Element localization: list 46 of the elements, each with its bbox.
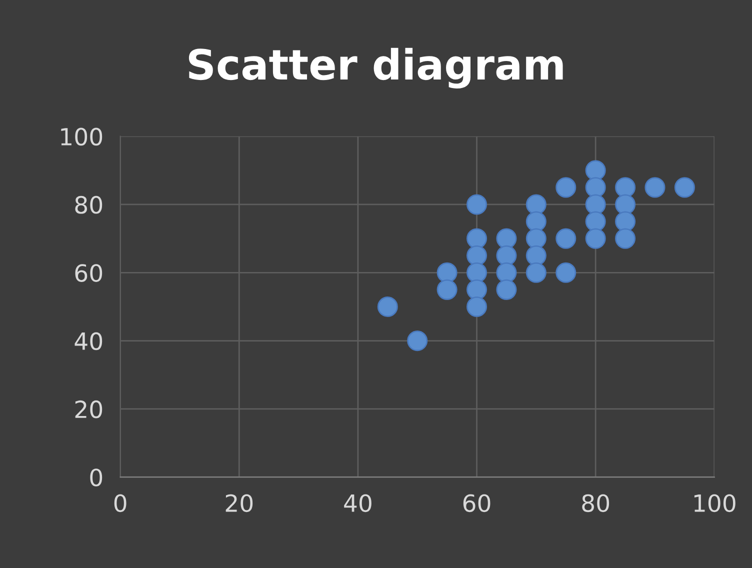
x-tick-label: 20: [226, 494, 253, 512]
y-tick-label: 40: [74, 332, 102, 350]
y-tick-label: 0: [90, 468, 102, 486]
point: [526, 245, 546, 266]
point: [496, 262, 517, 283]
point: [585, 211, 606, 232]
point: [466, 245, 488, 266]
y-tick-label: 100: [61, 128, 102, 146]
point: [556, 177, 576, 198]
point: [466, 194, 488, 215]
chart-title: Scatter diagram: [188, 48, 563, 88]
point: [496, 279, 517, 300]
point: [556, 262, 576, 283]
point: [556, 228, 576, 249]
x-tick-label: 100: [694, 494, 736, 512]
point: [496, 228, 517, 249]
point: [436, 262, 458, 283]
point: [466, 228, 488, 249]
point: [585, 228, 606, 249]
point: [526, 194, 546, 215]
point: [585, 177, 606, 198]
point: [466, 279, 488, 300]
x-tick-label: 80: [582, 494, 610, 512]
point: [585, 194, 606, 215]
point: [615, 177, 636, 198]
point: [377, 296, 398, 317]
y-tick-label: 20: [75, 400, 102, 418]
point: [644, 177, 666, 198]
point: [526, 228, 546, 249]
point: [615, 194, 636, 215]
point: [407, 330, 428, 352]
point: [615, 228, 636, 249]
point: [615, 211, 636, 232]
point: [466, 296, 488, 317]
y-tick-label: 60: [75, 264, 102, 282]
point: [674, 177, 695, 198]
point: [436, 279, 458, 300]
point: [526, 262, 546, 283]
x-tick-label: 60: [463, 494, 490, 512]
x-tick-label: 0: [114, 494, 126, 512]
point: [466, 262, 488, 283]
x-tick-label: 40: [344, 494, 372, 512]
y-tick-label: 80: [75, 196, 102, 214]
point: [526, 211, 546, 232]
point: [496, 245, 517, 266]
point: [585, 160, 606, 181]
